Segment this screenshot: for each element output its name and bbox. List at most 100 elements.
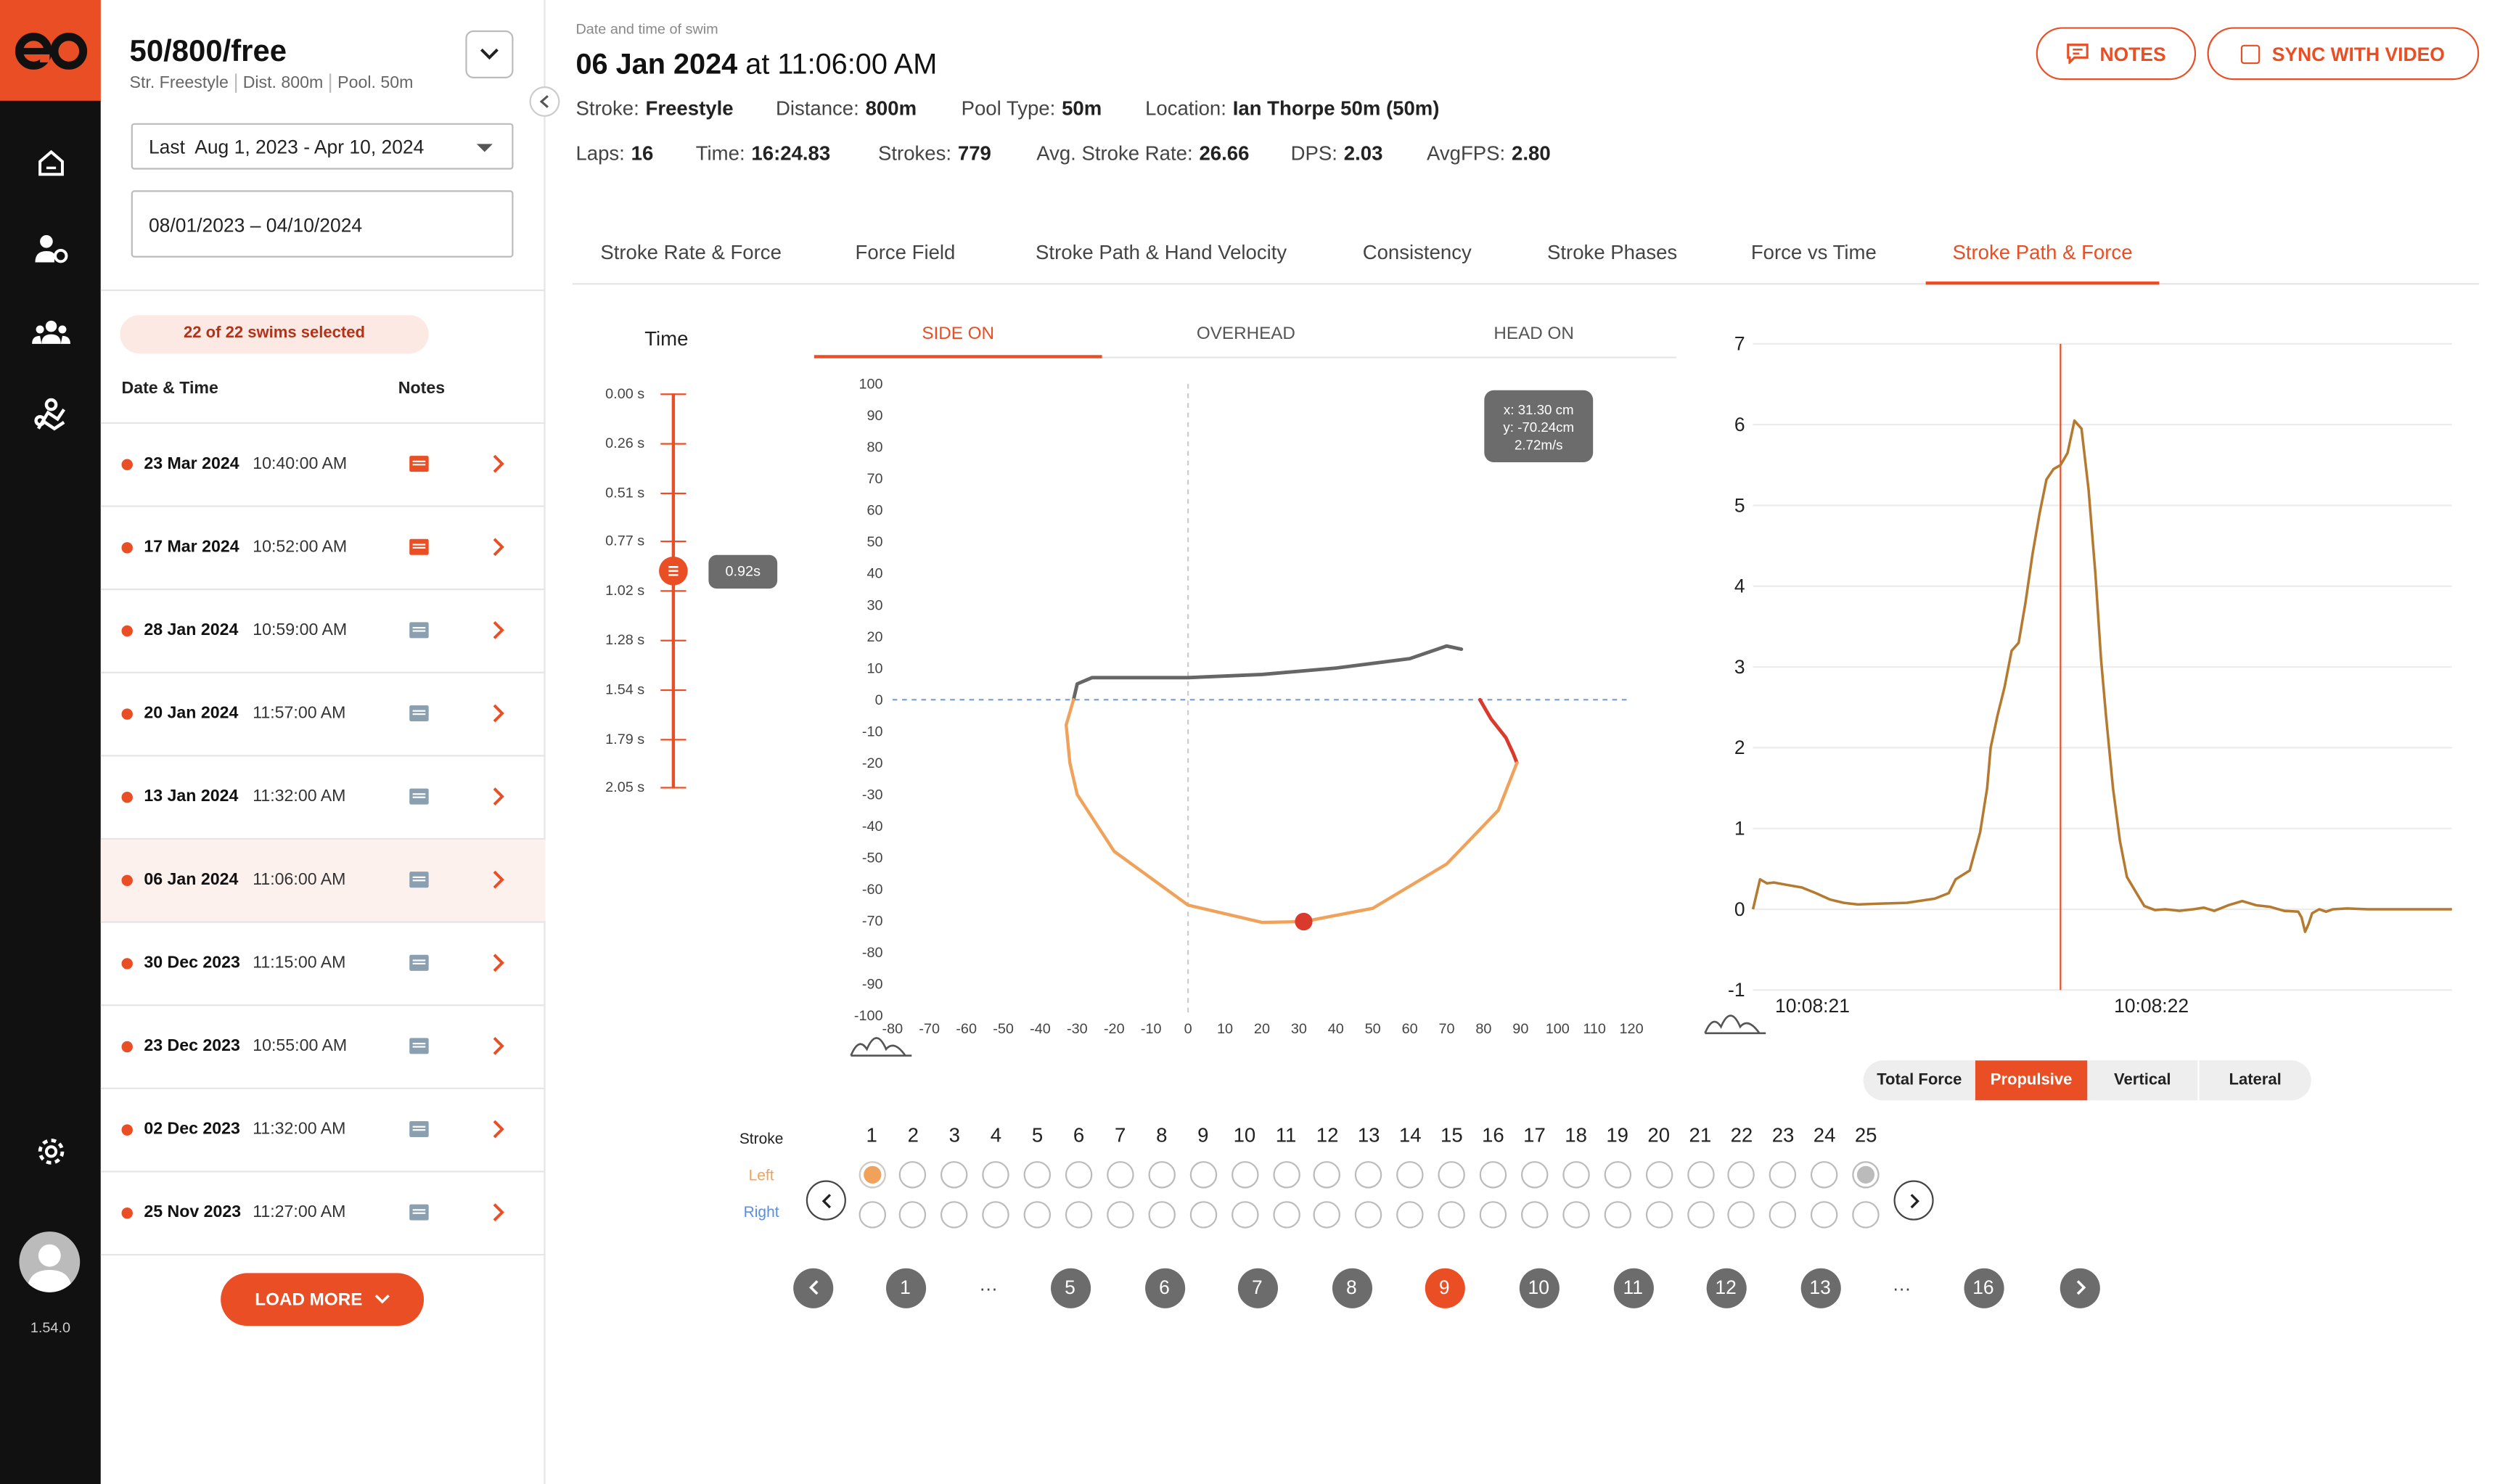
- date-range-input[interactable]: 08/01/2023 – 04/10/2024: [131, 190, 514, 258]
- stroke-left-toggle[interactable]: [1272, 1161, 1300, 1189]
- stroke-left-toggle[interactable]: [1065, 1161, 1093, 1189]
- stroke-left-toggle[interactable]: [982, 1161, 1010, 1189]
- chevron-right-icon[interactable]: [486, 951, 509, 974]
- swim-row[interactable]: 13 Jan 2024 11:32:00 AM: [100, 756, 546, 840]
- team-icon[interactable]: [32, 313, 70, 352]
- stroke-right-toggle[interactable]: [1272, 1201, 1300, 1229]
- stroke-right-toggle[interactable]: [1687, 1201, 1714, 1229]
- sync-video-button[interactable]: SYNC WITH VIDEO: [2207, 27, 2480, 81]
- tab-consistency[interactable]: Consistency: [1362, 241, 1472, 264]
- date-range-select[interactable]: Last Aug 1, 2023 - Apr 10, 2024: [131, 123, 514, 170]
- tab-overhead[interactable]: OVERHEAD: [1196, 324, 1295, 344]
- stroke-left-toggle[interactable]: [1562, 1161, 1590, 1189]
- stroke-right-toggle[interactable]: [1438, 1201, 1466, 1229]
- stroke-right-toggle[interactable]: [1023, 1201, 1052, 1229]
- swim-row[interactable]: 02 Dec 2023 11:32:00 AM: [100, 1089, 546, 1173]
- page-button[interactable]: 12: [1705, 1268, 1746, 1308]
- page-button[interactable]: 6: [1144, 1268, 1185, 1308]
- load-more-button[interactable]: LOAD MORE: [221, 1273, 425, 1327]
- stroke-left-toggle[interactable]: [1438, 1161, 1466, 1189]
- page-button[interactable]: 16: [1963, 1268, 2004, 1308]
- add-note-icon[interactable]: [409, 622, 429, 639]
- add-note-icon[interactable]: [409, 788, 429, 805]
- stroke-left-toggle[interactable]: [1645, 1161, 1673, 1189]
- coach-icon[interactable]: [32, 230, 70, 268]
- stroke-right-toggle[interactable]: [1314, 1201, 1341, 1229]
- stroke-left-toggle[interactable]: [899, 1161, 927, 1189]
- stroke-prev-button[interactable]: [806, 1180, 846, 1221]
- swim-row[interactable]: 20 Jan 2024 11:57:00 AM: [100, 673, 546, 757]
- swim-row[interactable]: 30 Dec 2023 11:15:00 AM: [100, 923, 546, 1007]
- page-prev-button[interactable]: [793, 1268, 834, 1308]
- tab-stroke-rate-force[interactable]: Stroke Rate & Force: [600, 241, 782, 264]
- chevron-right-icon[interactable]: [486, 453, 509, 475]
- force-mode-propulsive[interactable]: Propulsive: [1975, 1060, 2088, 1101]
- stroke-left-toggle[interactable]: [1687, 1161, 1714, 1189]
- stroke-left-toggle[interactable]: [1479, 1161, 1507, 1189]
- stroke-right-toggle[interactable]: [1355, 1201, 1382, 1229]
- stroke-right-toggle[interactable]: [1728, 1201, 1755, 1229]
- page-button[interactable]: 11: [1612, 1268, 1653, 1308]
- time-slider-handle[interactable]: [659, 556, 688, 586]
- tab-stroke-phases[interactable]: Stroke Phases: [1547, 241, 1678, 264]
- swim-row[interactable]: 17 Mar 2024 10:52:00 AM: [100, 507, 546, 591]
- stroke-left-toggle[interactable]: [1520, 1161, 1549, 1189]
- stroke-right-toggle[interactable]: [1065, 1201, 1093, 1229]
- swim-row[interactable]: 28 Jan 2024 10:59:00 AM: [100, 590, 546, 673]
- stroke-right-toggle[interactable]: [1852, 1201, 1880, 1229]
- page-button[interactable]: 10: [1518, 1268, 1559, 1308]
- stroke-left-toggle[interactable]: [1148, 1161, 1176, 1189]
- stroke-left-toggle[interactable]: [940, 1161, 969, 1189]
- add-note-icon[interactable]: [409, 872, 429, 888]
- stroke-left-toggle[interactable]: [1396, 1161, 1424, 1189]
- stroke-next-button[interactable]: [1893, 1180, 1934, 1221]
- stroke-left-toggle[interactable]: [1603, 1161, 1631, 1189]
- page-button[interactable]: 5: [1049, 1268, 1091, 1308]
- swim-row[interactable]: 25 Nov 2023 11:27:00 AM: [100, 1173, 546, 1256]
- stroke-right-toggle[interactable]: [1811, 1201, 1838, 1229]
- stroke-left-toggle[interactable]: [1811, 1161, 1838, 1189]
- collapse-button[interactable]: [465, 30, 514, 78]
- stroke-right-toggle[interactable]: [982, 1201, 1010, 1229]
- eo-logo[interactable]: [0, 0, 101, 101]
- chevron-right-icon[interactable]: [486, 1201, 509, 1223]
- stroke-right-toggle[interactable]: [1396, 1201, 1424, 1229]
- chevron-right-icon[interactable]: [486, 869, 509, 891]
- notes-button[interactable]: NOTES: [2036, 27, 2197, 81]
- chevron-right-icon[interactable]: [486, 536, 509, 558]
- stroke-right-toggle[interactable]: [858, 1201, 885, 1229]
- tab-force-field[interactable]: Force Field: [855, 241, 956, 264]
- home-icon[interactable]: [32, 144, 70, 182]
- page-button[interactable]: 9: [1424, 1268, 1464, 1308]
- note-icon[interactable]: [409, 456, 429, 472]
- chevron-right-icon[interactable]: [486, 619, 509, 641]
- stroke-left-toggle[interactable]: [1852, 1161, 1880, 1189]
- stroke-right-toggle[interactable]: [1479, 1201, 1507, 1229]
- chevron-right-icon[interactable]: [486, 785, 509, 808]
- stroke-left-toggle[interactable]: [1231, 1161, 1258, 1189]
- page-button[interactable]: 7: [1237, 1268, 1277, 1308]
- stroke-right-toggle[interactable]: [1645, 1201, 1673, 1229]
- stroke-left-toggle[interactable]: [1106, 1161, 1134, 1189]
- swimmer-icon[interactable]: [32, 397, 70, 435]
- chevron-right-icon[interactable]: [486, 1035, 509, 1057]
- swim-row[interactable]: 06 Jan 2024 11:06:00 AM: [100, 840, 546, 923]
- swim-row[interactable]: 23 Mar 2024 10:40:00 AM: [100, 424, 546, 507]
- swim-row[interactable]: 23 Dec 2023 10:55:00 AM: [100, 1006, 546, 1089]
- stroke-right-toggle[interactable]: [1603, 1201, 1631, 1229]
- tab-side-on[interactable]: SIDE ON: [814, 315, 1102, 358]
- stroke-right-toggle[interactable]: [1231, 1201, 1258, 1229]
- tab-force-vs-time[interactable]: Force vs Time: [1750, 241, 1877, 264]
- stroke-right-toggle[interactable]: [1520, 1201, 1549, 1229]
- stroke-left-toggle[interactable]: [858, 1161, 885, 1189]
- add-note-icon[interactable]: [409, 705, 429, 722]
- chevron-right-icon[interactable]: [486, 702, 509, 725]
- add-note-icon[interactable]: [409, 1038, 429, 1054]
- stroke-right-toggle[interactable]: [940, 1201, 969, 1229]
- stroke-right-toggle[interactable]: [1106, 1201, 1134, 1229]
- stroke-left-toggle[interactable]: [1189, 1161, 1217, 1189]
- stroke-right-toggle[interactable]: [1189, 1201, 1217, 1229]
- stroke-left-toggle[interactable]: [1023, 1161, 1052, 1189]
- add-note-icon[interactable]: [409, 1121, 429, 1138]
- force-mode-total[interactable]: Total Force: [1877, 1071, 1962, 1089]
